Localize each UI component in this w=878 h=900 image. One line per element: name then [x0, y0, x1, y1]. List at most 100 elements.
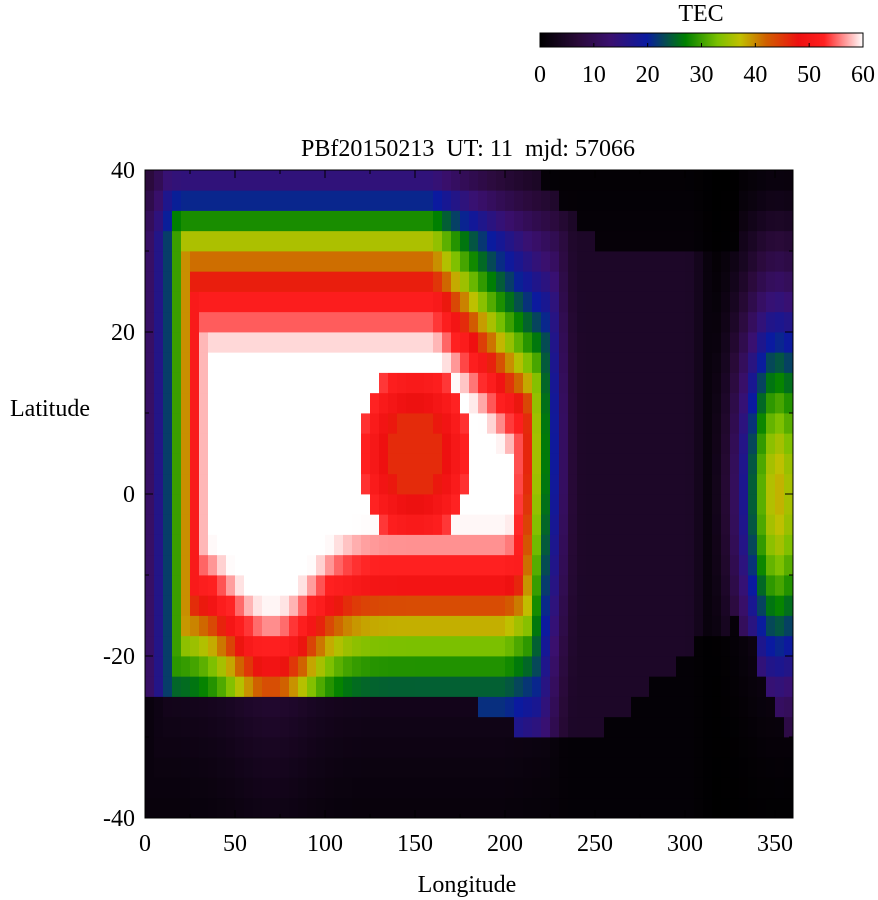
heatmap-cell [487, 615, 497, 637]
heatmap-cell [343, 392, 353, 414]
heatmap-cell [739, 514, 749, 535]
heatmap-cell [280, 716, 290, 738]
heatmap-cell [262, 210, 272, 232]
heatmap-cell [316, 453, 326, 475]
heatmap-cell [154, 554, 164, 576]
heatmap-cell [712, 311, 722, 333]
heatmap-cell [622, 737, 632, 758]
heatmap-cell [208, 311, 218, 333]
heatmap-cell [361, 737, 371, 758]
heatmap-cell [559, 595, 569, 616]
heatmap-cell [649, 453, 659, 475]
heatmap-cell [334, 413, 344, 434]
heatmap-cell [217, 413, 227, 434]
heatmap-cell [262, 676, 272, 697]
heatmap-cell [460, 372, 470, 394]
heatmap-cell [460, 210, 470, 232]
heatmap-cell [595, 291, 605, 313]
heatmap-cell [370, 311, 380, 333]
heatmap-cell [226, 291, 236, 313]
heatmap-cell [568, 190, 578, 211]
heatmap-cell [289, 311, 299, 333]
heatmap-cell [559, 453, 569, 475]
heatmap-cell [505, 413, 515, 434]
heatmap-cell [361, 635, 371, 657]
heatmap-cell [505, 473, 515, 495]
heatmap-cell [217, 170, 227, 191]
heatmap-cell [361, 453, 371, 475]
heatmap-cell [154, 230, 164, 252]
heatmap-cell [190, 494, 200, 515]
heatmap-cell [784, 332, 794, 353]
heatmap-cell [280, 332, 290, 353]
heatmap-cell [568, 210, 578, 232]
heatmap-cell [145, 230, 155, 252]
heatmap-cell [469, 514, 479, 535]
heatmap-cell [766, 696, 776, 718]
heatmap-cell [784, 494, 794, 515]
heatmap-cell [172, 716, 182, 738]
heatmap-cell [523, 352, 533, 373]
heatmap-cell [145, 392, 155, 414]
heatmap-cell [631, 514, 641, 535]
heatmap-cell [361, 251, 371, 272]
heatmap-cell [307, 716, 317, 738]
heatmap-cell [667, 656, 677, 677]
heatmap-cell [730, 311, 740, 333]
heatmap-cell [442, 716, 452, 738]
heatmap-cell [496, 251, 506, 272]
heatmap-cell [271, 514, 281, 535]
y-tick-label: 40 [111, 158, 135, 184]
heatmap-cell [478, 271, 488, 292]
heatmap-cell [514, 797, 524, 819]
heatmap-cell [604, 676, 614, 697]
heatmap-cell [388, 716, 398, 738]
heatmap-cell [685, 554, 695, 576]
heatmap-cell [325, 473, 335, 495]
heatmap-cell [667, 453, 677, 475]
heatmap-cell [388, 494, 398, 515]
heatmap-cell [217, 230, 227, 252]
heatmap-cell [289, 676, 299, 697]
heatmap-cell [595, 514, 605, 535]
heatmap-cell [712, 190, 722, 211]
heatmap-cell [280, 554, 290, 576]
heatmap-cell [361, 514, 371, 535]
heatmap-cell [361, 210, 371, 232]
heatmap-cell [613, 170, 623, 191]
heatmap-cell [199, 514, 209, 535]
heatmap-cell [361, 433, 371, 454]
heatmap-cell [514, 311, 524, 333]
heatmap-cell [550, 737, 560, 758]
heatmap-cell [406, 595, 416, 616]
heatmap-cell [316, 716, 326, 738]
heatmap-cell [712, 757, 722, 778]
heatmap-cell [280, 352, 290, 373]
heatmap-cell [352, 230, 362, 252]
heatmap-cell [370, 797, 380, 819]
heatmap-cell [622, 190, 632, 211]
heatmap-cell [613, 757, 623, 778]
heatmap-cell [154, 251, 164, 272]
heatmap-cell [649, 757, 659, 778]
heatmap-cell [784, 514, 794, 535]
heatmap-cell [613, 656, 623, 677]
heatmap-cell [253, 311, 263, 333]
heatmap-cell [154, 514, 164, 535]
heatmap-cell [253, 656, 263, 677]
heatmap-cell [316, 392, 326, 414]
heatmap-cell [424, 514, 434, 535]
heatmap-cell [199, 433, 209, 454]
heatmap-cell [145, 372, 155, 394]
x-tick-label: 0 [139, 831, 151, 857]
heatmap-cell [217, 737, 227, 758]
heatmap-cell [235, 392, 245, 414]
heatmap-cell [604, 271, 614, 292]
heatmap-cell [487, 251, 497, 272]
heatmap-cell [748, 635, 758, 657]
heatmap-cell [271, 271, 281, 292]
heatmap-cell [667, 473, 677, 495]
heatmap-cell [415, 170, 425, 191]
heatmap-cell [541, 210, 551, 232]
heatmap-cell [712, 696, 722, 718]
